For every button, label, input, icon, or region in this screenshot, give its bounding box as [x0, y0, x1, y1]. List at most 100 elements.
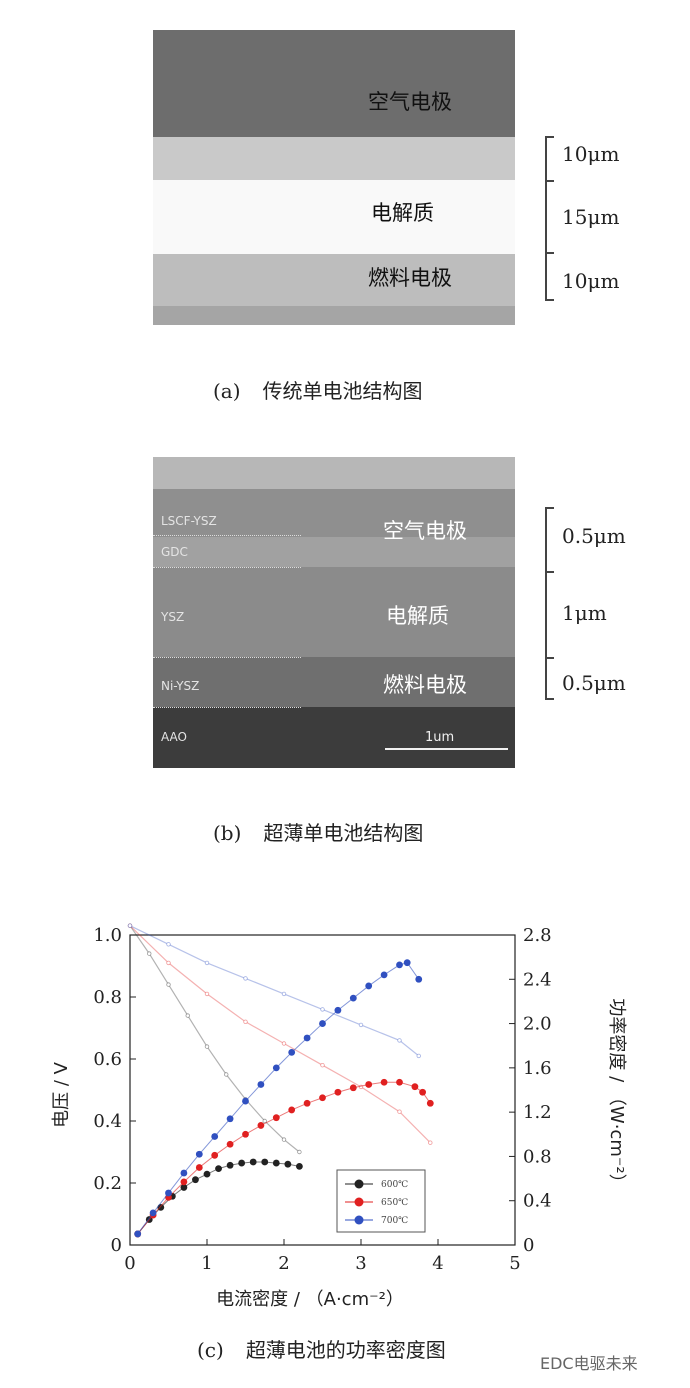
air-electrode-label: 空气电极 — [383, 519, 467, 543]
sem-label-ysz: YSZ — [161, 610, 185, 624]
gdc-layer — [153, 537, 515, 567]
scale-tick — [546, 698, 554, 700]
y2-tick-label: 0.4 — [523, 1191, 552, 1212]
air-electrode-label: 空气电极 — [368, 90, 452, 114]
voltage-point — [297, 1149, 302, 1155]
watermark: EDC电驱未来 — [540, 1354, 638, 1373]
layer-boundary — [153, 707, 301, 708]
legend-label: 650℃ — [381, 1198, 408, 1208]
scale-label-bottom: 10μm — [562, 269, 620, 293]
power-point — [303, 1099, 311, 1107]
power-point — [303, 1034, 311, 1042]
layer-boundary — [153, 567, 301, 568]
power-point — [211, 1151, 219, 1159]
y2-tick-label: 0 — [523, 1235, 534, 1256]
y2-tick-label: 1.2 — [523, 1102, 552, 1123]
y-tick-label: 0.4 — [93, 1111, 122, 1132]
x-tick-label: 5 — [509, 1253, 520, 1274]
power-point — [180, 1169, 188, 1177]
legend: 600℃ 650℃ 700℃ — [336, 1169, 426, 1233]
y-axis-label: 电压 / V — [51, 1061, 72, 1128]
power-point — [195, 1164, 203, 1171]
voltage-point — [262, 1118, 267, 1124]
power-point — [296, 1162, 303, 1170]
fuel-electrode-label: 燃料电极 — [383, 673, 467, 697]
sem-label-aao: AAO — [161, 730, 187, 744]
power-point — [284, 1160, 292, 1168]
voltage-curve-600c — [129, 925, 300, 1153]
power-point — [288, 1106, 296, 1114]
voltage-point — [243, 976, 248, 981]
voltage-point — [281, 991, 287, 997]
power-point — [319, 1020, 326, 1027]
power-point — [334, 1088, 342, 1096]
voltage-point — [416, 1053, 421, 1059]
sem-label-gdc: GDC — [161, 545, 188, 559]
thickness-scale-b — [545, 507, 554, 700]
voltage-point — [320, 1007, 325, 1012]
voltage-curve-700c — [129, 925, 420, 1057]
voltage-point — [127, 923, 133, 928]
scale-tick — [546, 657, 554, 659]
power-point — [180, 1178, 188, 1186]
voltage-point — [147, 951, 152, 956]
power-point — [415, 975, 423, 983]
scale-tick — [546, 252, 554, 254]
legend-marker — [354, 1215, 364, 1225]
y2-tick-label: 1.6 — [523, 1058, 552, 1079]
power-point — [215, 1165, 222, 1173]
power-point — [203, 1170, 211, 1178]
power-point — [365, 982, 373, 990]
y-tick-label: 0.8 — [93, 987, 122, 1008]
caption-a: (a) 传统单电池结构图 — [213, 375, 423, 404]
scale-label-top: 10μm — [562, 142, 620, 166]
plot-border — [129, 934, 516, 1246]
caption-tag: (a) — [213, 379, 241, 403]
electrolyte-label: 电解质 — [371, 201, 434, 225]
power-point — [380, 971, 388, 979]
voltage-point — [166, 942, 171, 947]
x-tick-label: 2 — [278, 1253, 289, 1274]
power-density-chart: 0 1 2 3 4 500.20.40.60.81.000.40.81.21.62.02.… — [51, 923, 627, 1310]
power-point — [165, 1189, 172, 1197]
power-point — [180, 1184, 188, 1191]
scale-tick — [546, 571, 554, 573]
power-point — [349, 1084, 357, 1092]
x-tick-label: 4 — [432, 1253, 443, 1274]
power-point — [134, 1230, 142, 1238]
power-point — [334, 1006, 342, 1014]
voltage-point — [224, 1072, 229, 1077]
x-tick-label: 0 — [124, 1253, 135, 1274]
caption-text: 超薄电池的功率密度图 — [245, 1338, 446, 1362]
x-tick-label: 1 — [201, 1253, 212, 1274]
aao-layer — [153, 707, 515, 768]
sem-scale-bar — [385, 748, 508, 750]
traditional-cell-micrograph: 空气电极 电解质 燃料电极 — [153, 30, 515, 325]
power-point — [192, 1176, 199, 1184]
power-point — [380, 1078, 388, 1086]
power-point — [242, 1130, 249, 1138]
legend-label: 700℃ — [381, 1216, 408, 1226]
voltage-point — [397, 1109, 402, 1114]
scale-label-middle: 15μm — [562, 205, 620, 229]
voltage-point — [185, 1013, 190, 1018]
ultrathin-cell-micrograph: LSCF-YSZ GDC YSZ Ni-YSZ AAO 空气电极 电解质 燃料电… — [153, 457, 515, 768]
power-point — [396, 1078, 403, 1086]
electrolyte-label: 电解质 — [386, 604, 449, 628]
power-point — [272, 1159, 280, 1167]
voltage-point — [428, 1140, 433, 1145]
scale-tick — [546, 507, 554, 509]
sem-label-lscf: LSCF-YSZ — [161, 514, 217, 528]
y-tick-label: 0.6 — [93, 1049, 122, 1070]
voltage-point — [320, 1062, 325, 1068]
power-point — [242, 1097, 249, 1105]
interlayer — [153, 137, 515, 180]
scale-tick — [546, 299, 554, 301]
scale-tick — [546, 136, 554, 138]
ni-ysz-layer — [153, 657, 515, 707]
y2-tick-label: 2.0 — [523, 1014, 552, 1035]
power-point — [149, 1209, 157, 1217]
voltage-point — [166, 982, 171, 987]
power-point — [226, 1115, 234, 1123]
power-point — [396, 961, 403, 969]
